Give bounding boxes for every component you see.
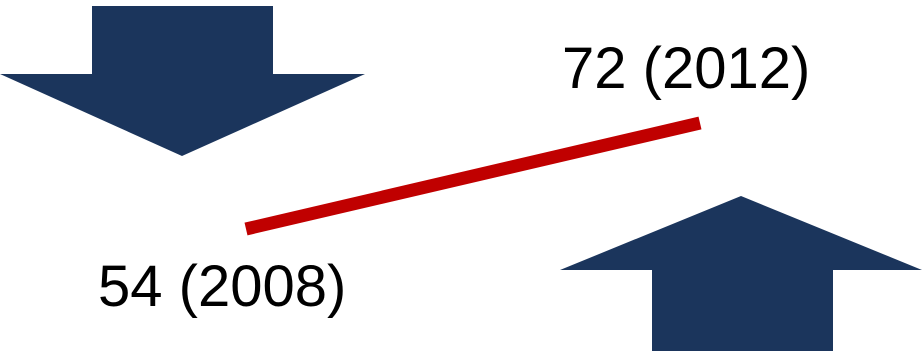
start-value-label: 54 (2008) (98, 254, 347, 319)
arrow-up-icon (560, 196, 922, 351)
trend-line (244, 116, 702, 236)
end-value-label: 72 (2012) (562, 36, 811, 101)
arrow-down-icon (0, 6, 365, 156)
